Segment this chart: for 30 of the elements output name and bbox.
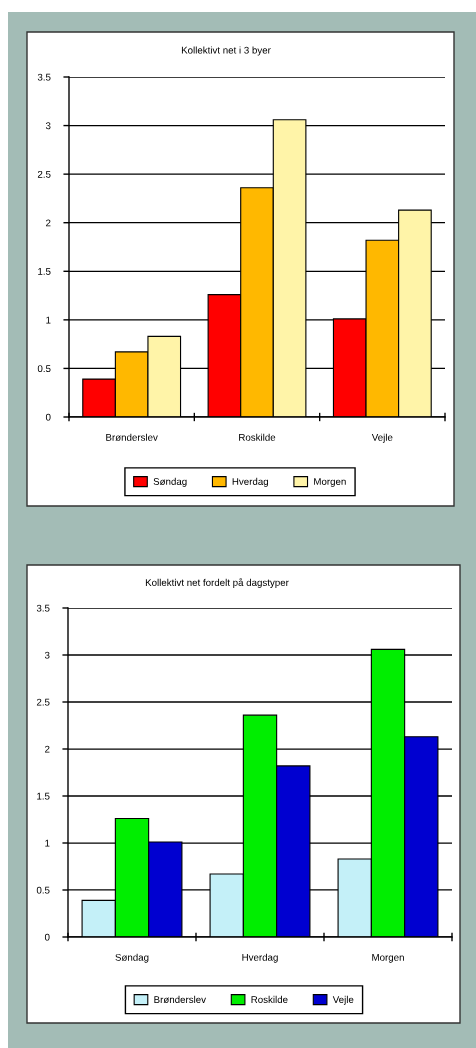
x-tick-label: Roskilde [239, 433, 276, 441]
chart-title: Kollektivt net fordelt på dagstyper [145, 578, 289, 588]
y-tick-label: 3.5 [37, 73, 51, 81]
y-tick-label: 3 [44, 651, 50, 659]
legend-label: Roskilde [251, 995, 288, 1003]
y-tick-label: 1.5 [37, 792, 50, 800]
x-tick-label: Brønderslev [106, 433, 158, 441]
x-tick-label: Vejle [371, 433, 393, 443]
y-tick-label: 1 [46, 316, 51, 324]
y-tick-label: 2.5 [37, 170, 51, 178]
x-tick-label: Morgen [372, 954, 404, 963]
y-tick-label: 2 [45, 745, 50, 753]
legend-label: Søndag [153, 477, 187, 487]
legend-label: Vejle [332, 995, 354, 1005]
y-tick-label: 2 [46, 219, 51, 227]
y-tick-label: 0.5 [36, 886, 50, 894]
legend-label: Morgen [314, 478, 346, 487]
y-tick-label: 3 [45, 122, 51, 130]
x-tick-label: Hverdag [242, 953, 278, 963]
chart-title: Kollektivt net i 3 byer [181, 46, 271, 56]
x-tick-label: Søndag [115, 953, 149, 963]
y-tick-label: 1.5 [38, 268, 51, 275]
y-tick-label: 0 [44, 933, 50, 941]
y-tick-label: 0.5 [37, 365, 51, 373]
legend-label: Brønderslev [154, 995, 206, 1004]
legend-label: Hverdag [232, 477, 269, 487]
y-tick-label: 1 [45, 839, 50, 847]
y-tick-label: 0 [45, 413, 51, 421]
y-tick-label: 3.5 [36, 604, 50, 612]
y-tick-label: 2.5 [36, 698, 50, 706]
